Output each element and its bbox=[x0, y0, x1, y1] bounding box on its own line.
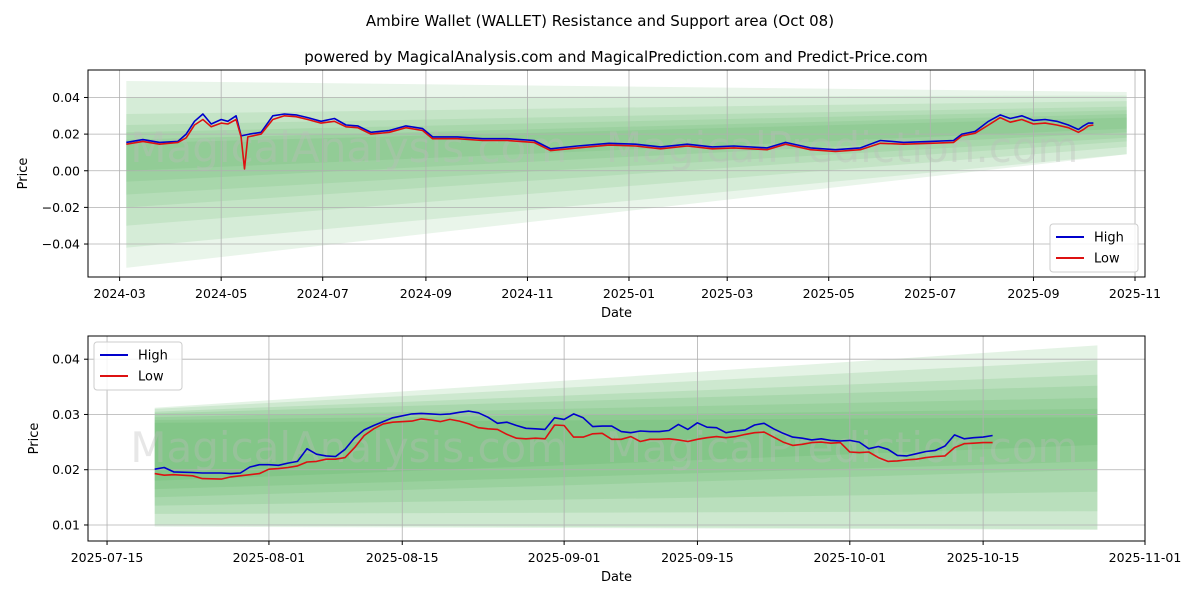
plot-frame bbox=[87, 69, 1146, 278]
x-tick-label-8: 2025-07 bbox=[904, 286, 956, 301]
x-tick-label-2: 2025-08-15 bbox=[366, 550, 439, 565]
legend-label-high: High bbox=[138, 349, 168, 364]
top-chart: MagicalAnalysis.com MagicalPrediction.com… bbox=[16, 69, 1161, 321]
x-tick-label-7: 2025-11-01 bbox=[1109, 550, 1182, 565]
grid-lines bbox=[88, 70, 1145, 277]
x-tick-label-4: 2025-09-15 bbox=[661, 550, 734, 565]
plot-frame bbox=[87, 335, 1146, 542]
x-tick-label-3: 2025-09-01 bbox=[528, 550, 601, 565]
y-tick-label-2: 0.00 bbox=[52, 163, 80, 178]
x-tick-label-7: 2025-05 bbox=[803, 286, 855, 301]
series-line-low bbox=[154, 418, 993, 480]
support-resistance-bands bbox=[126, 81, 1127, 268]
x-tick-label-9: 2025-09 bbox=[1007, 286, 1059, 301]
x-tick-label-0: 2025-07-15 bbox=[71, 550, 144, 565]
band-2 bbox=[154, 374, 1098, 514]
x-tick-label-3: 2024-09 bbox=[400, 286, 452, 301]
x-tick-label-5: 2025-10-01 bbox=[813, 550, 886, 565]
y-tick-label-4: −0.04 bbox=[42, 237, 80, 252]
legend: High Low bbox=[93, 341, 183, 391]
chart-subtitle: powered by MagicalAnalysis.com and Magic… bbox=[304, 48, 928, 66]
x-axis-label: Date bbox=[601, 306, 632, 321]
series-line-high bbox=[154, 410, 993, 475]
series-line-low bbox=[126, 115, 1094, 170]
legend-label-high: High bbox=[1094, 231, 1124, 246]
y-axis-label: Price bbox=[16, 158, 31, 190]
y-tick-label-1: 0.02 bbox=[52, 127, 80, 142]
x-tick-label-0: 2024-03 bbox=[94, 286, 146, 301]
y-tick-label-0: 0.04 bbox=[52, 352, 80, 367]
chart-title: Ambire Wallet (WALLET) Resistance and Su… bbox=[366, 12, 834, 30]
watermark-left: MagicalAnalysis.com bbox=[130, 123, 567, 172]
y-tick-label-1: 0.03 bbox=[52, 407, 80, 422]
series-lines bbox=[154, 410, 993, 480]
x-tick-label-1: 2025-08-01 bbox=[233, 550, 306, 565]
band-1 bbox=[154, 360, 1098, 530]
x-axis-label: Date bbox=[601, 570, 632, 585]
band-0 bbox=[126, 81, 1127, 268]
x-tick-label-2: 2024-07 bbox=[297, 286, 349, 301]
band-6 bbox=[154, 417, 1098, 481]
legend-label-low: Low bbox=[1094, 252, 1120, 267]
series-line-high bbox=[126, 113, 1094, 151]
bottom-chart: MagicalAnalysis.com MagicalPrediction.com… bbox=[27, 335, 1182, 585]
series-lines bbox=[126, 113, 1094, 170]
x-tick-label-6: 2025-03 bbox=[701, 286, 753, 301]
x-tick-label-6: 2025-10-15 bbox=[947, 550, 1020, 565]
watermark-right: MagicalPrediction.com bbox=[606, 423, 1078, 472]
y-tick-label-2: 0.02 bbox=[52, 462, 80, 477]
x-tick-label-5: 2025-01 bbox=[603, 286, 655, 301]
legend: High Low bbox=[1049, 223, 1139, 273]
y-axis-label: Price bbox=[27, 423, 42, 455]
legend-label-low: Low bbox=[138, 370, 164, 385]
y-tick-label-0: 0.04 bbox=[52, 90, 80, 105]
y-tick-label-3: −0.02 bbox=[42, 200, 80, 215]
band-3 bbox=[154, 385, 1098, 506]
y-tick-label-3: 0.01 bbox=[52, 517, 80, 532]
watermark-left: MagicalAnalysis.com bbox=[130, 423, 567, 472]
x-tick-label-4: 2024-11 bbox=[501, 286, 553, 301]
band-5 bbox=[154, 408, 1098, 490]
x-tick-label-10: 2025-11 bbox=[1109, 286, 1161, 301]
watermark-right: MagicalPrediction.com bbox=[606, 123, 1078, 172]
x-tick-label-1: 2024-05 bbox=[195, 286, 247, 301]
band-5 bbox=[126, 114, 1127, 182]
